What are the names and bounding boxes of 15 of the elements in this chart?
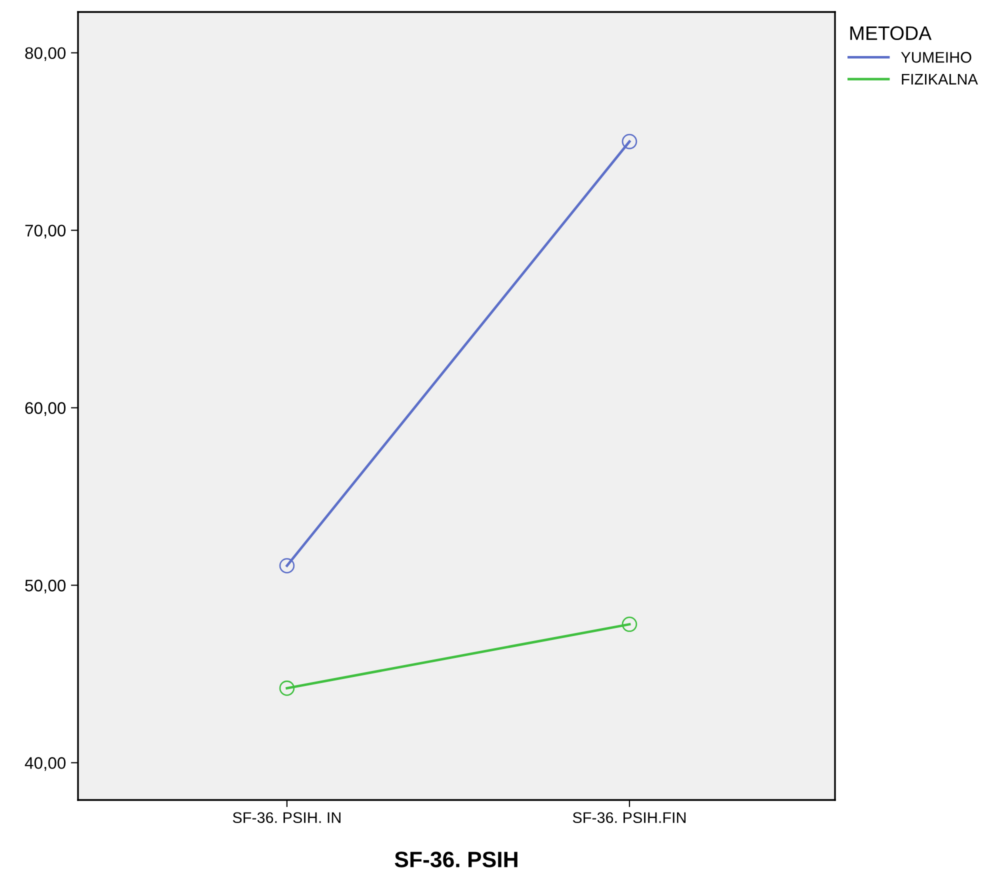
x-tick-label: SF-36. PSIH.FIN [572,812,686,824]
legend-label: FIZIKALNA [902,74,978,84]
point [622,616,638,632]
y-tick-label: 60,00 [25,402,66,416]
y-tick-label: 70,00 [25,224,66,238]
x-axis-title: SF-36. PSIH [394,852,518,868]
x-tick-label: SF-36. PSIH. IN [232,812,340,824]
point [279,558,295,574]
y-tick-label: 80,00 [25,47,66,61]
point [622,134,638,150]
legend-title: METODA [850,26,932,40]
point [279,680,295,696]
y-tick-label: 40,00 [24,757,66,771]
legend-label: YUMEIHO [901,52,972,63]
y-tick-label: 50,00 [25,580,66,594]
